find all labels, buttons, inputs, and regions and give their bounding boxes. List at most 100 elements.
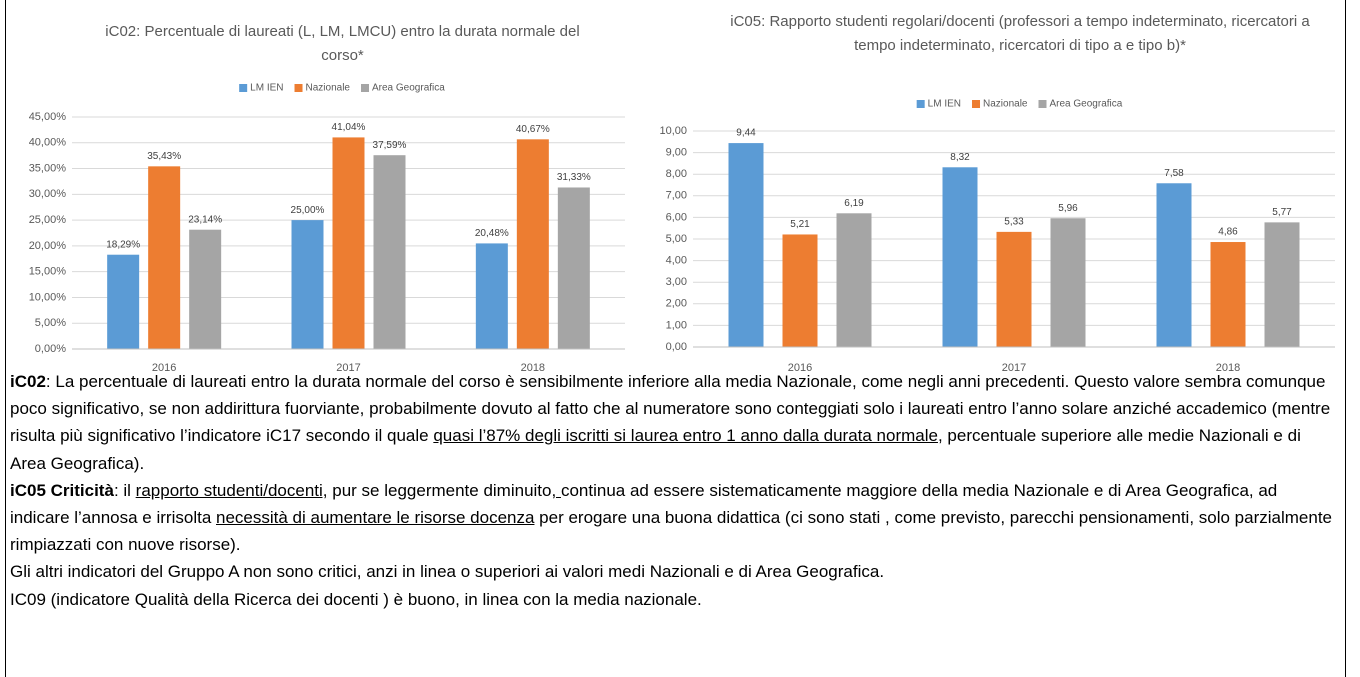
paragraph: iC02: La percentuale di laureati entro l…	[10, 368, 1340, 477]
y-tick-label: 4,00	[666, 255, 687, 267]
bar	[557, 187, 590, 349]
bar	[1156, 183, 1192, 347]
y-tick-label: 6,00	[666, 211, 687, 223]
data-label: 5,77	[1272, 207, 1292, 218]
data-label: 5,21	[790, 219, 810, 230]
y-tick-label: 3,00	[666, 276, 687, 288]
text: continua ad essere sistematicamente magg…	[10, 480, 1278, 528]
bold-text: iC02	[10, 372, 46, 391]
y-tick-label: 2,00	[666, 298, 687, 310]
y-tick-label: 20,00%	[29, 240, 67, 252]
text: : il	[113, 480, 136, 500]
underlined-text: rapporto studenti/docenti,	[135, 480, 328, 500]
data-label: 4,86	[1218, 227, 1238, 238]
legend-swatch	[239, 84, 248, 92]
bar	[836, 213, 872, 347]
data-label: 20,48%	[475, 228, 509, 239]
data-label: 7,58	[1164, 168, 1184, 179]
y-tick-label: 15,00%	[29, 266, 67, 278]
legend-label: LM IEN	[928, 99, 961, 110]
bar	[107, 254, 140, 349]
bar	[782, 234, 818, 347]
data-label: 31,33%	[557, 172, 591, 183]
bar	[475, 243, 508, 349]
bar	[516, 139, 549, 349]
underlined-text: quasi l’87% degli iscritti si laurea ent…	[433, 426, 938, 446]
underlined-text: ,	[551, 480, 561, 500]
data-label: 9,44	[736, 128, 756, 139]
legend-label: Nazionale	[306, 83, 351, 94]
y-tick-label: 7,00	[666, 190, 687, 202]
data-label: 25,00%	[291, 205, 325, 216]
bar	[1264, 222, 1300, 347]
x-tick-label: 2017	[336, 362, 360, 374]
data-label: 8,32	[950, 152, 970, 163]
document-text: iC02: La percentuale di laureati entro l…	[10, 368, 1340, 613]
legend-swatch	[294, 84, 303, 92]
chart-title: iC05: Rapporto studenti regolari/docenti…	[730, 13, 1310, 54]
legend-swatch	[916, 100, 925, 108]
chart-svg: 0,00% 5,00% 10,00% 15,00% 20,00% 25,00% 30,00%…	[29, 83, 625, 374]
y-tick-label: 9,00	[666, 147, 687, 159]
y-tick-label: 5,00%	[35, 317, 66, 329]
bar	[189, 229, 222, 349]
legend-label: LM IEN	[250, 83, 283, 94]
y-tick-label: 1,00	[666, 319, 687, 331]
y-tick-label: 8,00	[666, 168, 687, 180]
data-label: 6,19	[844, 198, 864, 209]
y-tick-label: 10,00%	[29, 291, 67, 303]
legend-label: Area Geografica	[1050, 99, 1123, 110]
bar	[291, 220, 324, 349]
x-tick-label: 2018	[521, 362, 545, 374]
x-tick-label: 2017	[1002, 362, 1026, 374]
bold-text: iC05 Criticità	[10, 480, 114, 500]
x-tick-label: 2018	[1216, 362, 1240, 374]
data-label: 35,43%	[147, 151, 181, 162]
underlined-text: necessità di aumentare le risorse docenz…	[216, 508, 535, 528]
paragraph: Gli altri indicatori del Gruppo A non so…	[10, 562, 885, 582]
bar	[332, 137, 365, 349]
data-label: 5,33	[1004, 217, 1024, 228]
legend-swatch	[1038, 100, 1047, 108]
legend-label: Nazionale	[983, 99, 1028, 110]
y-tick-label: 25,00%	[29, 214, 67, 226]
frame	[5, 0, 1346, 677]
paragraph: iC05 Criticità: il rapporto studenti/doc…	[10, 477, 1340, 559]
x-tick-label: 2016	[152, 362, 176, 374]
text: per erogare una buona didattica (ci sono…	[10, 508, 1333, 555]
chart-svg: 0,00 1,00 2,00 3,00 4,00 5,00 6,00 7,00 8,00 9,00…	[659, 99, 1335, 374]
chart: iC05: Rapporto studenti regolari/docenti…	[655, 0, 1345, 380]
legend-swatch	[972, 100, 981, 108]
bar	[1050, 218, 1086, 347]
paragraph: IC09 (indicatore Qualità della Ricerca d…	[10, 589, 702, 609]
data-label: 37,59%	[373, 140, 407, 151]
chart: iC02: Percentuale di laureati (L, LM, LM…	[0, 0, 645, 380]
bar	[728, 143, 764, 347]
bar	[373, 155, 406, 349]
y-tick-label: 45,00%	[29, 111, 67, 123]
y-tick-label: 35,00%	[29, 162, 67, 174]
text: , percentuale superiore alle medie Nazio…	[10, 426, 1301, 473]
legend-label: Area Geografica	[372, 83, 445, 94]
bar	[148, 166, 181, 349]
y-tick-label: 0,00	[666, 341, 687, 353]
bar	[942, 167, 978, 347]
y-tick-label: 30,00%	[29, 188, 67, 200]
data-label: 40,67%	[516, 124, 550, 135]
data-label: 41,04%	[332, 122, 366, 133]
y-tick-label: 10,00	[659, 125, 687, 137]
x-tick-label: 2016	[788, 362, 812, 374]
bar	[1210, 242, 1246, 347]
data-label: 18,29%	[106, 239, 140, 250]
y-tick-label: 40,00%	[29, 137, 67, 149]
legend-swatch	[361, 84, 369, 92]
bar	[996, 231, 1032, 347]
chart-title: iC02: Percentuale di laureati (L, LM, LM…	[105, 23, 580, 64]
text: : La percentuale di laureati entro la du…	[10, 372, 1331, 446]
y-tick-label: 0,00%	[35, 343, 66, 355]
data-label: 5,96	[1058, 203, 1078, 214]
y-tick-label: 5,00	[666, 233, 687, 245]
data-label: 23,14%	[188, 214, 222, 225]
text: pur se leggermente diminuito	[327, 480, 552, 500]
